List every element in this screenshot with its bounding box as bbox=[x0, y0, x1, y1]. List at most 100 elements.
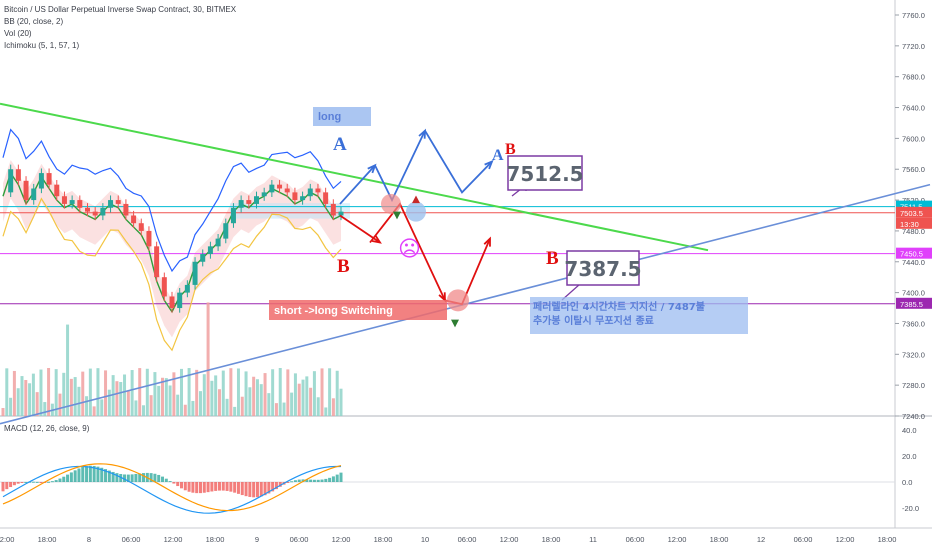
price-badge bbox=[896, 217, 932, 229]
candle-body bbox=[254, 196, 259, 204]
volume-bar bbox=[195, 369, 199, 416]
up-arrow-marker-2 bbox=[451, 319, 459, 328]
time-tick-label: 06:00 bbox=[122, 535, 141, 544]
price-badge-label: 13:30 bbox=[900, 220, 919, 229]
price-tick-label: 7520.0 bbox=[902, 196, 925, 205]
price-tick-label: 7680.0 bbox=[902, 73, 925, 82]
macd-histogram-bar bbox=[233, 482, 237, 493]
label-b-2: B bbox=[546, 248, 559, 269]
switch-label: short ->long Switching bbox=[274, 305, 393, 317]
volume-bar bbox=[324, 407, 328, 416]
candle-body bbox=[207, 246, 213, 255]
volume-bar bbox=[100, 399, 104, 416]
volume-bar bbox=[202, 374, 206, 416]
candle-body bbox=[261, 192, 267, 197]
volume-bar bbox=[305, 376, 309, 416]
legend-macd: MACD (12, 26, close, 9) bbox=[4, 424, 90, 433]
volume-bar bbox=[54, 369, 58, 416]
volume-bar bbox=[286, 369, 290, 416]
macd-tick-label: 20.0 bbox=[902, 452, 917, 461]
candle-body bbox=[100, 207, 106, 216]
macd-histogram-bar bbox=[161, 476, 165, 482]
sad-face-icon: ☹ bbox=[398, 237, 421, 262]
macd-histogram-bar bbox=[111, 471, 115, 482]
volume-bar bbox=[252, 376, 256, 416]
price-tick-label: 7640.0 bbox=[902, 104, 925, 113]
macd-histogram-bar bbox=[301, 479, 305, 482]
volume-bar bbox=[331, 398, 335, 416]
macd-tick-label: 0.0 bbox=[902, 478, 912, 487]
candle-body bbox=[31, 188, 37, 201]
volume-bar bbox=[157, 385, 161, 416]
trend-line-resistance bbox=[0, 102, 709, 252]
macd-histogram-bar bbox=[263, 482, 267, 496]
macd-histogram-bar bbox=[96, 466, 100, 482]
macd-histogram-bar bbox=[217, 482, 221, 491]
macd-histogram-bar bbox=[309, 479, 313, 482]
candle-body bbox=[115, 200, 121, 204]
macd-histogram-bar bbox=[236, 482, 240, 494]
signal-line bbox=[2, 463, 342, 512]
volume-bar bbox=[271, 369, 275, 416]
price-tick-label: 7280.0 bbox=[902, 381, 925, 390]
time-tick-label: 06:00 bbox=[626, 535, 645, 544]
volume-bar bbox=[244, 371, 248, 416]
macd-histogram-bar bbox=[77, 468, 81, 482]
down-arrow-marker bbox=[412, 195, 420, 204]
volume-bar bbox=[69, 378, 73, 416]
macd-histogram-bar bbox=[267, 482, 271, 494]
volume-bar bbox=[39, 369, 43, 416]
candle-body bbox=[238, 200, 244, 208]
volume-bar bbox=[104, 370, 108, 416]
volume-bar bbox=[290, 392, 294, 416]
volume-bar bbox=[172, 372, 176, 416]
time-tick-label: 12:00 bbox=[836, 535, 855, 544]
macd-histogram-bar bbox=[142, 473, 146, 482]
volume-bar bbox=[88, 368, 92, 416]
callout-a-text: 7512.5 bbox=[506, 162, 583, 186]
price-tick-label: 7320.0 bbox=[902, 350, 925, 359]
arrow-a-3-head bbox=[484, 159, 494, 170]
volume-bar bbox=[301, 379, 305, 416]
macd-histogram-bar bbox=[286, 482, 290, 483]
volume-bar bbox=[278, 368, 282, 416]
volume-bar bbox=[210, 380, 214, 416]
time-tick-label: 10 bbox=[421, 535, 429, 544]
macd-histogram-bar bbox=[198, 482, 202, 494]
candle-body bbox=[77, 200, 83, 208]
macd-histogram-bar bbox=[5, 482, 9, 490]
legend-vol: Vol (20) bbox=[4, 29, 32, 38]
callout-a-box bbox=[507, 155, 583, 191]
candle-body bbox=[284, 188, 290, 193]
label-a: A bbox=[333, 134, 347, 155]
candle-body bbox=[131, 215, 137, 224]
macd-histogram-bar bbox=[244, 482, 248, 497]
candle-body bbox=[277, 184, 283, 189]
macd-histogram-bar bbox=[88, 465, 92, 482]
volume-bar bbox=[312, 371, 316, 416]
price-tick-label: 7720.0 bbox=[902, 42, 925, 51]
candle-body bbox=[269, 184, 275, 193]
volume-bar bbox=[221, 370, 225, 416]
volume-bar bbox=[31, 373, 35, 416]
candle-body bbox=[108, 200, 114, 208]
macd-histogram-bar bbox=[271, 482, 275, 492]
label-ab-a: A bbox=[492, 147, 504, 164]
time-tick-label: 18:00 bbox=[542, 535, 561, 544]
volume-bar bbox=[96, 368, 100, 416]
macd-histogram-bar bbox=[66, 474, 70, 482]
macd-tick-label: 40.0 bbox=[902, 426, 917, 435]
candle-body bbox=[15, 169, 21, 181]
candle-body bbox=[192, 261, 198, 285]
macd-histogram-bar bbox=[293, 480, 297, 482]
time-tick-label: 18:00 bbox=[878, 535, 897, 544]
candle-body bbox=[330, 203, 336, 216]
volume-bar bbox=[233, 406, 237, 416]
volume-bar bbox=[267, 393, 271, 416]
price-badge bbox=[896, 247, 932, 259]
volume-bar bbox=[328, 368, 332, 416]
macd-histogram-bar bbox=[305, 479, 309, 482]
price-badge bbox=[896, 200, 932, 212]
volume-bar bbox=[225, 398, 229, 416]
